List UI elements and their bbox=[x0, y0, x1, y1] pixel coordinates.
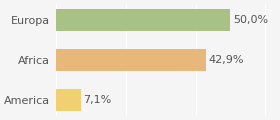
Text: 42,9%: 42,9% bbox=[208, 55, 244, 65]
Bar bbox=[56, 9, 230, 31]
Bar bbox=[56, 49, 206, 71]
Bar bbox=[56, 89, 81, 111]
Text: 50,0%: 50,0% bbox=[233, 15, 268, 25]
Text: 7,1%: 7,1% bbox=[83, 95, 112, 105]
